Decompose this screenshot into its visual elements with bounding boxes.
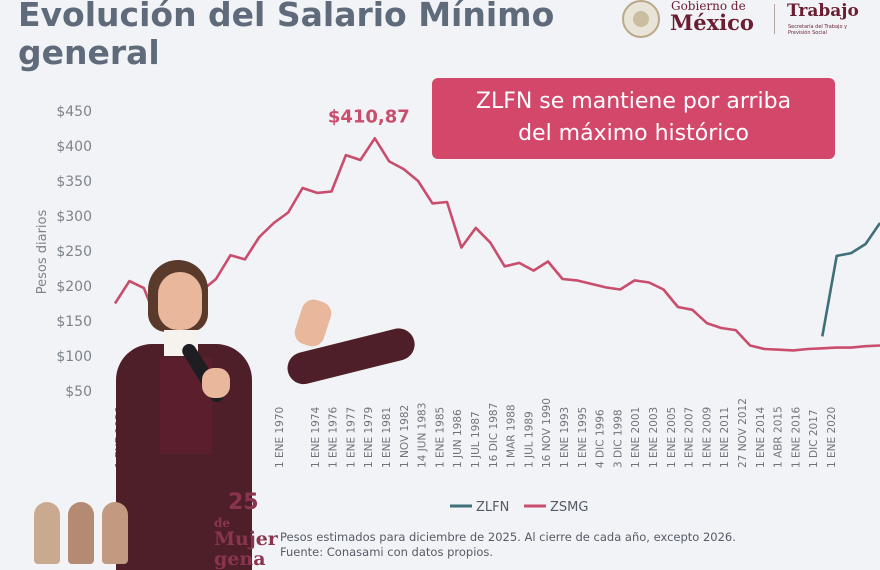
x-tick-label: 14 JUN 1983 [417,403,429,468]
y-axis: $450 $400 $350 $300 $250 $200 $150 $100 $50 [56,104,92,400]
legend-label-zlfn: ZLFN [476,500,509,515]
x-tick-label: 1 ENE 1970 [274,407,286,468]
callout-box: ZLFN se mantiene por arriba del máximo h… [432,78,835,159]
figure-icon [68,502,94,564]
event-number: 25 [228,490,259,515]
series-line-zsmg [113,137,880,352]
trabajo-text: Trabajo [787,1,859,21]
x-tick-label: 1 ENE 1974 [310,406,322,468]
title-line-2: general [18,33,160,72]
event-text-2: Mujer [214,528,278,550]
y-tick-label: $150 [56,314,92,330]
y-tick-label: $300 [56,209,92,225]
figure-icon [102,502,128,564]
page-title: Evolución del Salario Mínimo general [18,0,618,72]
footnote: Pesos estimados para diciembre de 2025. … [280,530,840,560]
x-tick-label: 1 ENE 2003 [648,407,660,468]
event-text-1: de [214,516,231,530]
trabajo-subtitle: Secretaría del Trabajo y Previsión Socia… [788,24,848,36]
government-logos: Gobierno de México Trabajo Secretaría de… [622,0,880,40]
y-tick-label: $50 [65,384,92,400]
x-tick-label: 1 ENE 2016 [790,406,802,468]
title-line-1: Evolución del Salario Mínimo [18,0,555,34]
y-tick-label: $200 [56,279,92,295]
x-tick-label: 1 NOV 1982 [399,405,411,468]
callout-line-2: del máximo histórico [518,121,749,146]
x-tick-label: 1 ENE 2007 [684,407,696,468]
x-tick-label: 3 DIC 1998 [612,409,624,468]
footnote-line-2: Fuente: Conasami con datos propios. [280,545,494,559]
x-tick-label: 1 ENE 2014 [755,406,767,468]
x-tick-label: 1 ENE 1993 [559,407,571,468]
x-tick-label: 16 NOV 1990 [541,398,553,468]
mexico-text: México [670,10,754,35]
x-tick-label: 27 NOV 2012 [737,398,749,468]
presenter-face [158,272,202,330]
chart-legend: ZLFN ZSMG [450,500,588,515]
peak-annotation: $410,87 [328,106,410,127]
x-tick-label: 1 ENE 2001 [630,407,642,468]
event-logo: 25 de Mujer gena [30,478,278,570]
gobierno-de-text: Gobierno de [671,0,746,13]
x-tick-label: 1 ENE 1977 [345,407,357,468]
x-tick-label: 1 ENE 2009 [701,407,713,468]
series-line-zlfn [821,222,880,337]
y-tick-label: $250 [56,244,92,260]
presenter-hand-mic [202,368,230,398]
x-tick-label: 1 ENE 2011 [719,407,731,468]
x-tick-label: 1 ENE 1979 [363,407,375,468]
callout-line-1: ZLFN se mantiene por arriba [475,89,792,114]
y-axis-label: Pesos diarios [35,210,50,295]
x-tick-label: 1 JUL 1987 [470,411,482,468]
footnote-line-1: Pesos estimados para diciembre de 2025. … [280,530,736,544]
x-tick-label: 1 ABR 2015 [773,406,785,468]
x-tick-label: 1 ENE 2005 [666,407,678,468]
y-tick-label: $400 [56,139,92,155]
x-tick-label: 1 JUN 1986 [452,409,464,468]
y-tick-label: $100 [56,349,92,365]
x-tick-label: 1 ENE 1976 [328,406,340,468]
national-seal-icon [622,0,660,38]
x-tick-label: 4 DIC 1996 [595,409,607,468]
logo-divider [774,4,775,34]
x-tick-label: 1 ENE 1981 [381,407,393,468]
x-tick-label: 1 DIC 2017 [808,409,820,468]
x-tick-label: 16 DIC 1987 [488,403,500,468]
presenter-hand [291,296,335,350]
x-tick-label: 1 ENE 1985 [434,407,446,468]
figure-icon [34,502,60,564]
legend-label-zsmg: ZSMG [550,500,588,515]
x-tick-label: 1 ENE 2020 [826,407,838,468]
x-tick-label: 1 MAR 1988 [506,404,518,468]
series-lines [113,137,880,352]
y-tick-label: $350 [56,174,92,190]
event-text-3: gena [214,548,266,570]
y-tick-label: $450 [56,104,92,120]
presenter [110,258,419,570]
x-tick-label: 1 JUL 1989 [523,411,535,468]
x-tick-label: 1 ENE 1995 [577,407,589,468]
